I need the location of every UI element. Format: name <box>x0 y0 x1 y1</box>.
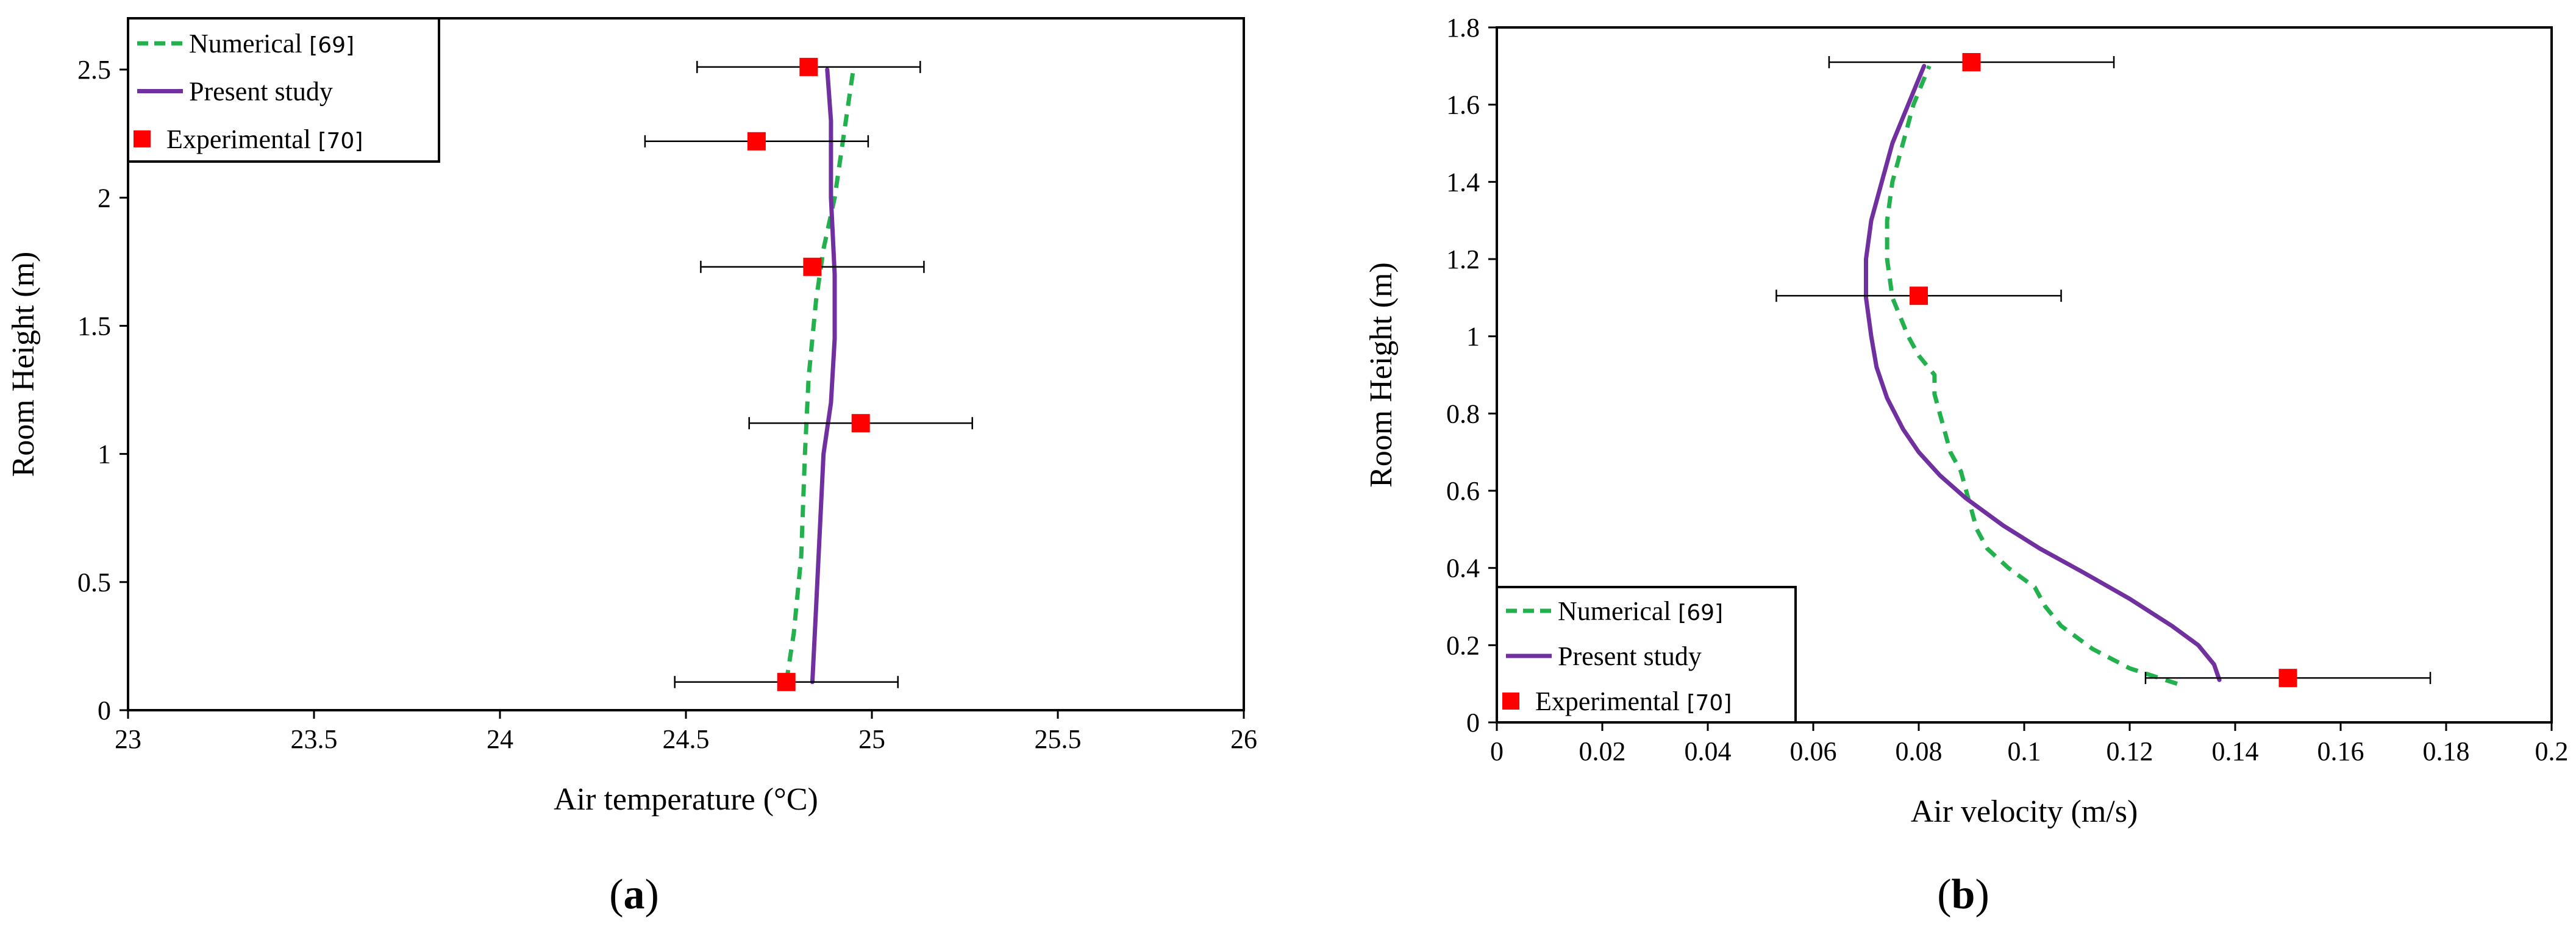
x-tick-label: 0.12 <box>2107 736 2153 766</box>
y-tick-label: 0.2 <box>1446 630 1480 660</box>
x-tick-label: 0.1 <box>2008 736 2041 766</box>
y-tick-label: 2 <box>98 183 111 213</box>
panel-letter: a <box>624 871 645 918</box>
chart-a: 23 23.5 24 24.5 25 25.5 26 0 0.5 1 1.5 2 2.5 Air temp… <box>6 17 1257 918</box>
experimental-marker <box>747 132 766 151</box>
numerical-line <box>784 69 855 683</box>
legend-marker <box>1502 693 1519 710</box>
legend-reference: [69] <box>302 33 354 58</box>
panel-label: (b) <box>1937 871 1989 918</box>
y-tick-label: 1.5 <box>77 311 111 341</box>
y-tick-label: 1.4 <box>1446 167 1480 197</box>
legend-label: Numerical [69] <box>1558 596 1723 626</box>
x-tick-label: 0.04 <box>1685 736 1732 766</box>
y-tick-label: 1.2 <box>1446 244 1480 274</box>
experimental-marker <box>799 57 818 76</box>
experimental-marker <box>1962 53 1981 71</box>
legend-series-name: Numerical <box>1558 596 1671 626</box>
y-tick-label: 0.8 <box>1446 399 1480 429</box>
x-tick-label: 26 <box>1230 724 1257 754</box>
chart-b: 0 0.02 0.04 0.06 0.08 0.1 0.12 0.14 0.16 0.18 0.2 0… <box>1364 13 2569 918</box>
y-tick-label: 0 <box>1466 708 1480 738</box>
y-axis-title: Room Height (m) <box>6 252 41 477</box>
legend-reference: [70] <box>311 129 363 154</box>
x-tick-label: 23.5 <box>291 724 338 754</box>
legend-label: Present study <box>1558 641 1702 671</box>
x-tick-label: 0.02 <box>1579 736 1626 766</box>
x-tick-label: 0.14 <box>2212 736 2259 766</box>
x-tick-label: 0.2 <box>2535 736 2569 766</box>
x-tick-label: 0.08 <box>1896 736 1943 766</box>
y-tick-label: 1.6 <box>1446 90 1480 120</box>
x-tick-label: 23 <box>115 724 141 754</box>
x-axis-title: Air velocity (m/s) <box>1911 794 2138 829</box>
x-tick-label: 0.06 <box>1790 736 1837 766</box>
legend-label: Experimental [70] <box>166 124 363 154</box>
y-tick-label: 1 <box>1466 322 1480 352</box>
experimental-marker <box>851 414 870 433</box>
legend-series-name: Present study <box>1558 641 1702 671</box>
x-tick-label: 0 <box>1490 736 1504 766</box>
x-tick-label: 25 <box>858 724 885 754</box>
y-tick-label: 0.4 <box>1446 554 1480 583</box>
x-tick-label: 0.16 <box>2317 736 2364 766</box>
experimental-marker <box>1910 287 1928 305</box>
legend-series-name: Numerical <box>189 29 302 59</box>
legend-marker <box>134 130 151 148</box>
present-study-line <box>810 67 837 685</box>
present-study-line <box>1864 63 2222 682</box>
y-tick-label: 1 <box>98 440 111 469</box>
x-tick-label: 0.18 <box>2423 736 2470 766</box>
x-tick-label: 24.5 <box>663 724 710 754</box>
legend-series-name: Present study <box>189 77 333 107</box>
x-tick-label: 24 <box>487 724 513 754</box>
legend-reference: [70] <box>1680 691 1732 716</box>
x-tick-label: 25.5 <box>1035 724 1082 754</box>
legend-label: Present study <box>189 77 333 107</box>
legend-label: Numerical [69] <box>189 29 354 59</box>
panel-label: (a) <box>609 871 659 918</box>
legend-label: Experimental [70] <box>1535 686 1732 716</box>
y-axis-title: Room Height (m) <box>1364 262 1399 488</box>
experimental-marker <box>777 672 796 691</box>
legend-series-name: Experimental <box>1535 686 1680 716</box>
x-axis-title: Air temperature (°C) <box>554 782 818 817</box>
legend-reference: [69] <box>1671 600 1723 625</box>
numerical-line <box>1885 65 2178 686</box>
y-tick-label: 2.5 <box>77 55 111 85</box>
y-tick-label: 1.8 <box>1446 13 1480 43</box>
y-tick-label: 0.5 <box>77 568 111 597</box>
y-tick-label: 0 <box>98 696 111 725</box>
experimental-marker <box>2278 669 2297 688</box>
y-tick-label: 0.6 <box>1446 476 1480 506</box>
legend-series-name: Experimental <box>166 124 311 154</box>
experimental-marker <box>803 257 822 276</box>
panel-letter: b <box>1952 871 1975 918</box>
